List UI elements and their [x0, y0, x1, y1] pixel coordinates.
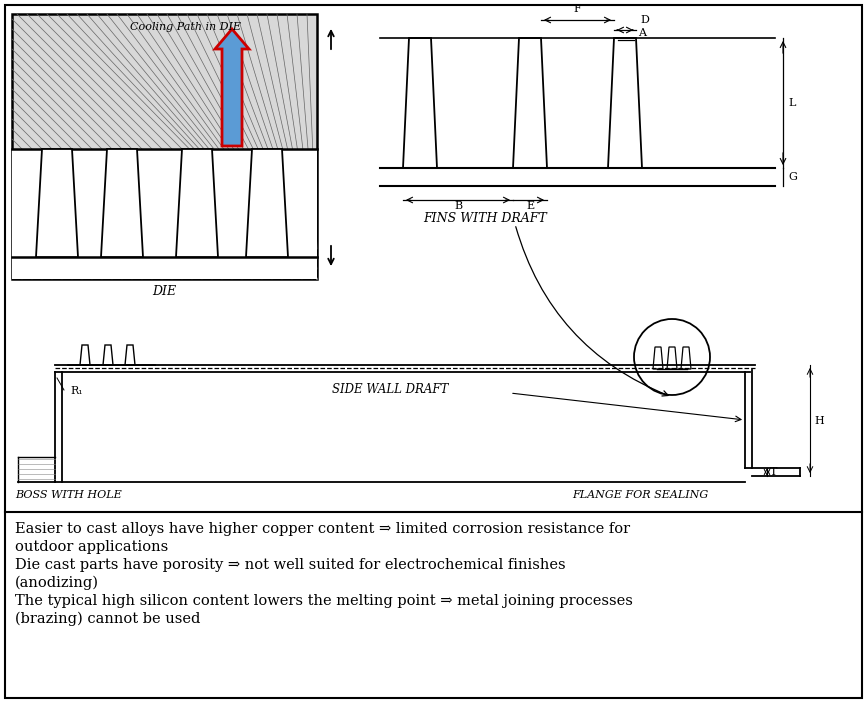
- Text: outdoor applications: outdoor applications: [15, 540, 168, 554]
- Polygon shape: [653, 347, 663, 369]
- Polygon shape: [101, 149, 143, 257]
- Text: A: A: [638, 28, 646, 38]
- Text: E: E: [526, 201, 534, 211]
- Text: DIE: DIE: [152, 285, 176, 298]
- Text: H: H: [814, 415, 824, 425]
- Text: D: D: [640, 15, 649, 25]
- Text: Easier to cast alloys have higher copper content ⇒ limited corrosion resistance : Easier to cast alloys have higher copper…: [15, 522, 630, 536]
- Text: FLANGE FOR SEALING: FLANGE FOR SEALING: [572, 490, 708, 500]
- Text: Die cast parts have porosity ⇒ not well suited for electrochemical finishes: Die cast parts have porosity ⇒ not well …: [15, 558, 565, 572]
- Polygon shape: [681, 347, 691, 369]
- Polygon shape: [176, 149, 218, 257]
- Text: BOSS WITH HOLE: BOSS WITH HOLE: [15, 490, 121, 500]
- Polygon shape: [403, 38, 437, 168]
- FancyArrow shape: [215, 29, 249, 146]
- Text: (brazing) cannot be used: (brazing) cannot be used: [15, 612, 200, 626]
- Polygon shape: [36, 149, 78, 257]
- Text: T: T: [770, 467, 778, 477]
- Bar: [12, 14, 317, 279]
- Polygon shape: [667, 347, 677, 369]
- Text: F: F: [574, 4, 582, 14]
- Text: The typical high silicon content lowers the melting point ⇒ metal joining proces: The typical high silicon content lowers …: [15, 594, 633, 608]
- Polygon shape: [103, 345, 113, 365]
- Text: B: B: [454, 201, 462, 211]
- Text: FINS WITH DRAFT: FINS WITH DRAFT: [423, 212, 547, 225]
- Text: (anodizing): (anodizing): [15, 576, 99, 591]
- Polygon shape: [125, 345, 135, 365]
- Polygon shape: [80, 345, 90, 365]
- Text: R₁: R₁: [70, 386, 82, 396]
- Polygon shape: [246, 149, 288, 257]
- Text: SIDE WALL DRAFT: SIDE WALL DRAFT: [332, 383, 448, 396]
- Polygon shape: [513, 38, 547, 168]
- Polygon shape: [608, 38, 642, 168]
- Text: L: L: [788, 98, 795, 108]
- Text: Cooling Path in DIE: Cooling Path in DIE: [130, 22, 241, 32]
- Bar: [12, 149, 317, 279]
- Text: G: G: [788, 172, 797, 182]
